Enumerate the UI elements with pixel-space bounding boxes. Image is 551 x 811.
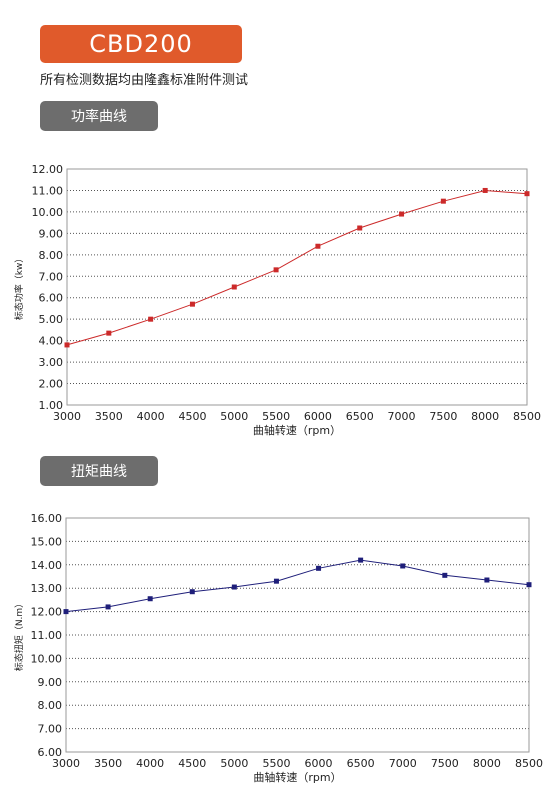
data-point (148, 316, 154, 322)
y-tick-label: 8.00 (38, 699, 63, 712)
x-tick-label: 4000 (137, 410, 165, 423)
x-tick-label: 3000 (52, 757, 80, 770)
y-tick-label: 6.00 (39, 292, 64, 305)
power-chart: 1.00 2.00 3.00 4.00 5.00 6.00 7.00 8.00 9.00 10.0… (13, 163, 541, 437)
x-tick-label: 8500 (513, 410, 541, 423)
y-tick-label: 11.00 (31, 629, 63, 642)
x-tick-label: 4500 (178, 757, 206, 770)
x-tick-label: 6000 (305, 757, 333, 770)
model-badge: CBD200 (40, 25, 242, 63)
data-point (526, 582, 532, 588)
series-line (66, 189, 528, 346)
data-point (64, 342, 70, 348)
y-tick-label: 14.00 (31, 559, 63, 572)
y-tick-label: 9.00 (38, 676, 63, 689)
x-tick-label: 8500 (515, 757, 543, 770)
tab-torque-curve[interactable]: 扭矩曲线 (40, 456, 158, 486)
y-tick-label: 10.00 (32, 206, 64, 219)
data-point (273, 267, 279, 273)
tab-power-curve[interactable]: 功率曲线 (40, 101, 158, 131)
data-point (231, 284, 237, 290)
y-tick-label: 10.00 (31, 652, 63, 665)
data-point (442, 572, 448, 578)
y-tick-label: 5.00 (39, 313, 64, 326)
data-point (106, 330, 112, 336)
x-tick-label: 7000 (389, 757, 417, 770)
y-tick-label: 15.00 (31, 535, 63, 548)
x-tick-label: 6500 (347, 757, 375, 770)
y-tick-label: 8.00 (39, 249, 64, 262)
y-tick-label: 11.00 (32, 184, 64, 197)
x-tick-label: 3000 (53, 410, 81, 423)
y-tick-label: 7.00 (38, 723, 63, 736)
data-point (189, 589, 195, 595)
y-tick-label: 4.00 (39, 335, 64, 348)
x-tick-label: 5500 (262, 410, 290, 423)
y-tick-label: 9.00 (39, 227, 64, 240)
x-tick-label: 5500 (262, 757, 290, 770)
x-tick-label: 4000 (136, 757, 164, 770)
x-tick-label: 7000 (388, 410, 416, 423)
data-point (316, 565, 322, 571)
data-point (358, 557, 364, 563)
data-point (484, 577, 490, 583)
x-tick-label: 6000 (304, 410, 332, 423)
data-point (105, 604, 111, 610)
data-point (189, 301, 195, 307)
y-tick-label: 3.00 (39, 356, 64, 369)
x-tick-label: 7500 (429, 410, 457, 423)
data-point (147, 596, 153, 602)
x-tick-label: 5000 (220, 757, 248, 770)
data-point (63, 609, 69, 615)
data-point (315, 243, 321, 249)
plot-frame (65, 517, 530, 753)
subtitle: 所有检测数据均由隆鑫标准附件测试 (40, 73, 249, 88)
y-tick-label: 13.00 (31, 582, 63, 595)
x-tick-label: 6500 (346, 410, 374, 423)
x-tick-label: 3500 (94, 757, 122, 770)
data-point (399, 211, 405, 217)
x-tick-label: 3500 (95, 410, 123, 423)
y-axis-label: 标态扭矩（N.m） (13, 599, 25, 671)
tab-torque-curve-label: 扭矩曲线 (71, 464, 127, 480)
x-axis-label: 曲轴转速（rpm） (253, 770, 341, 784)
torque-chart: 6.00 7.00 8.00 9.00 10.00 11.00 12.00 13.00 14.0… (13, 512, 543, 784)
x-tick-label: 4500 (178, 410, 206, 423)
x-axis-label: 曲轴转速（rpm） (253, 423, 341, 437)
x-tick-label: 8000 (473, 757, 501, 770)
x-tick-label: 5000 (220, 410, 248, 423)
data-point (273, 578, 279, 584)
data-point (231, 584, 237, 590)
y-tick-label: 2.00 (39, 378, 64, 391)
x-tick-label: 7500 (431, 757, 459, 770)
x-tick-label: 8000 (471, 410, 499, 423)
series-line (65, 559, 530, 613)
data-point (524, 191, 530, 197)
y-tick-label: 7.00 (39, 270, 64, 283)
plot-frame (66, 168, 528, 406)
y-tick-label: 12.00 (31, 606, 63, 619)
data-point (357, 225, 363, 231)
y-tick-label: 6.00 (38, 746, 63, 759)
y-tick-label: 16.00 (31, 512, 63, 525)
model-name: CBD200 (89, 30, 193, 58)
data-point (400, 563, 406, 569)
y-tick-label: 12.00 (32, 163, 64, 176)
y-tick-label: 1.00 (39, 399, 64, 412)
data-point (482, 187, 488, 193)
data-point (440, 198, 446, 204)
y-axis-label: 标态功率（kw） (13, 254, 25, 321)
tab-power-curve-label: 功率曲线 (71, 109, 127, 125)
